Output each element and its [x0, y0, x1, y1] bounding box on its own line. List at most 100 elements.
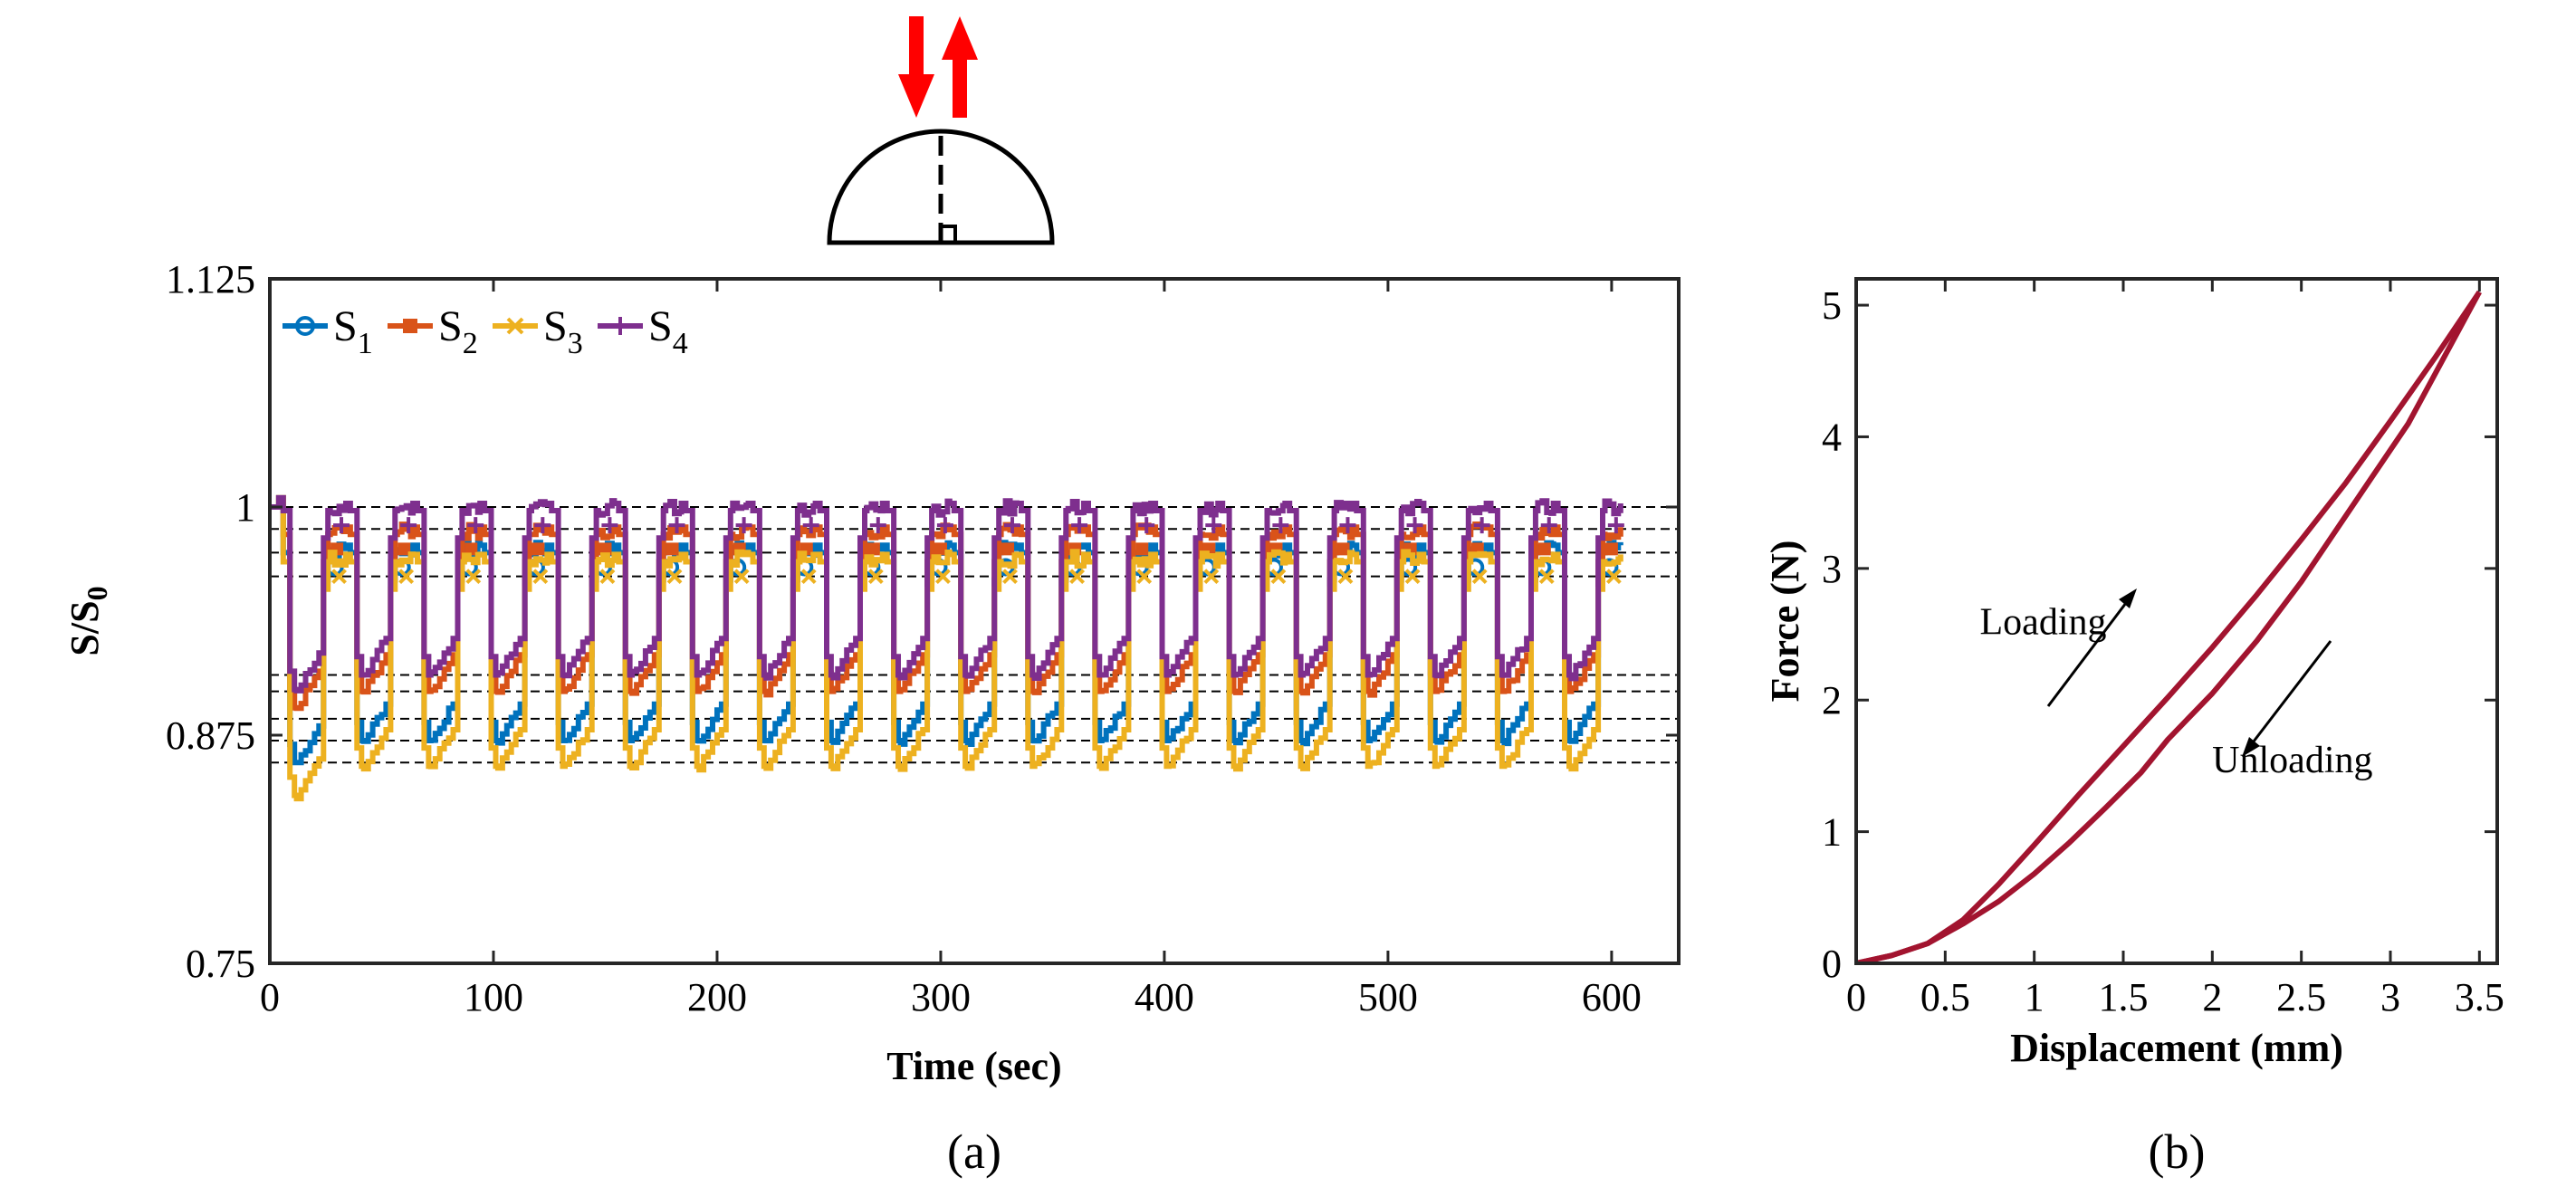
- x-tick-label: 500: [1358, 975, 1418, 1019]
- series-marker-s4: [1607, 517, 1624, 534]
- series-marker-s3: [331, 569, 347, 585]
- series-marker-s3: [867, 569, 884, 585]
- legend-label-main: S: [648, 302, 673, 350]
- series-marker-s2: [1135, 542, 1149, 556]
- legend-marker-s2: [403, 319, 417, 333]
- series-marker-s3: [1002, 569, 1018, 585]
- series-layer-b: [1856, 290, 2482, 963]
- annotation-loading: Loading: [1980, 602, 2107, 644]
- caption-a: (a): [947, 1124, 1001, 1179]
- y-tick-label: 2: [1822, 678, 1842, 722]
- series-line-s3: [270, 494, 1623, 802]
- series-marker-s4: [333, 517, 350, 534]
- series-line-s4: [270, 494, 1623, 694]
- unloading-arrowhead: [2242, 737, 2260, 757]
- series-marker-s3: [1337, 569, 1354, 585]
- y-axis-label-a: S/S0: [62, 586, 113, 655]
- ticks-a: 0 100 200 300 400 500 600 0.75 0.875 1 1.125: [166, 257, 1679, 1019]
- legend-label-s3: S3: [543, 302, 583, 360]
- series-marker-s3: [1270, 569, 1287, 585]
- x-tick-label: 400: [1135, 975, 1194, 1019]
- y-axis-label-sub: 0: [81, 586, 113, 600]
- series-marker-s4: [869, 517, 886, 534]
- series-marker-s4: [1138, 517, 1155, 534]
- series-marker-s3: [532, 569, 549, 585]
- y-tick-label: 0.875: [166, 713, 255, 758]
- series-marker-s2: [1336, 542, 1350, 556]
- series-line-loading: [1856, 290, 2482, 963]
- axes-frame-a: [268, 277, 1681, 965]
- legend-label-s2: S2: [438, 302, 478, 360]
- loading-arrowhead: [2119, 588, 2137, 608]
- series-marker-s4: [668, 517, 685, 534]
- legend-marker-s4: [611, 317, 629, 335]
- series-marker-s2: [1604, 542, 1618, 556]
- loading-arrow-icon: [2046, 595, 2133, 707]
- x-tick-label: 3: [2380, 975, 2400, 1019]
- series-marker-s4: [534, 517, 551, 534]
- series-layer-a: [270, 494, 1624, 802]
- series-marker-s2: [666, 542, 679, 556]
- x-tick-label: 0: [1846, 975, 1866, 1019]
- series-marker-s3: [1471, 569, 1488, 585]
- x-tick-label: 0: [260, 975, 280, 1019]
- y-tick-label: 1: [235, 485, 255, 530]
- series-marker-s3: [666, 569, 683, 585]
- legend-marker-s3: [506, 317, 524, 335]
- series-marker-s3: [599, 569, 616, 585]
- up-arrow-icon: [942, 16, 978, 118]
- down-arrow-icon: [898, 16, 934, 118]
- x-tick-label: 1: [2025, 975, 2045, 1019]
- x-axis-label-a: Time (sec): [886, 1044, 1061, 1088]
- y-tick-label: 1: [1822, 810, 1842, 855]
- series-marker-s2: [934, 542, 947, 556]
- series-marker-s4: [1540, 517, 1557, 534]
- x-tick-label: 200: [687, 975, 747, 1019]
- series-marker-s4: [1339, 517, 1356, 534]
- axes-frame-b: [1854, 277, 2499, 965]
- series-marker-s3: [800, 569, 817, 585]
- series-marker-s3: [1136, 569, 1153, 585]
- series-marker-s4: [1071, 517, 1088, 534]
- series-marker-s4: [601, 517, 618, 534]
- legend-label-sub: 2: [463, 327, 478, 360]
- series-marker-s4: [802, 517, 819, 534]
- y-tick-label: 4: [1822, 415, 1842, 459]
- annotation-unloading: Unloading: [2212, 740, 2372, 781]
- x-tick-label: 300: [911, 975, 971, 1019]
- x-tick-label: 100: [464, 975, 523, 1019]
- series-marker-s3: [1203, 569, 1220, 585]
- legend-label-main: S: [543, 302, 568, 350]
- series-marker-s2: [397, 542, 411, 556]
- legend-label-sub: 4: [673, 327, 688, 360]
- series-marker-s4: [1473, 517, 1490, 534]
- legend-label-sub: 3: [568, 327, 583, 360]
- series-marker-s3: [1069, 569, 1086, 585]
- series-marker-s3: [465, 569, 482, 585]
- x-tick-label: 1.5: [2099, 975, 2149, 1019]
- series-marker-s4: [1272, 517, 1289, 534]
- legend-label-main: S: [333, 302, 358, 350]
- y-tick-label: 0.75: [186, 942, 255, 986]
- series-marker-s3: [398, 569, 415, 585]
- legend-marker-s1: [295, 316, 315, 336]
- legend-label-s1: S1: [333, 302, 373, 360]
- series-marker-s3: [733, 569, 750, 585]
- legend-label-s4: S4: [648, 302, 688, 360]
- series-marker-s4: [467, 517, 484, 534]
- series-marker-s2: [867, 542, 880, 556]
- legend-a: S1 S2 S3 S4: [282, 302, 688, 360]
- y-tick-label: 1.125: [166, 257, 255, 301]
- series-marker-s2: [531, 542, 545, 556]
- series-marker-s4: [1406, 517, 1423, 534]
- series-marker-s4: [1205, 517, 1222, 534]
- y-tick-label: 3: [1822, 547, 1842, 591]
- x-tick-label: 600: [1582, 975, 1642, 1019]
- caption-b: (b): [2149, 1124, 2206, 1179]
- series-marker-s2: [1001, 542, 1015, 556]
- y-axis-label-b: Force (N): [1763, 541, 1807, 703]
- series-marker-s4: [1003, 517, 1020, 534]
- series-line-unloading: [1856, 291, 2482, 963]
